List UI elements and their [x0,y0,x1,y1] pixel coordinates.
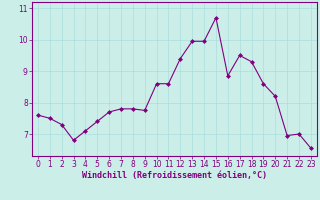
X-axis label: Windchill (Refroidissement éolien,°C): Windchill (Refroidissement éolien,°C) [82,171,267,180]
